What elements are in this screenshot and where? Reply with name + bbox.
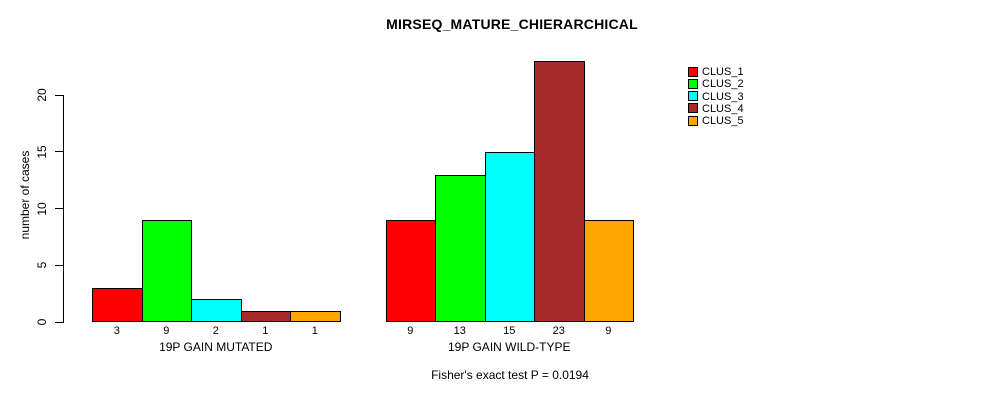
y-tick-label-0: 0 — [35, 318, 49, 326]
bar-value-label-CLUS_3-group1: 2 — [212, 325, 219, 337]
bar-value-label-CLUS_4-group2: 23 — [552, 325, 565, 337]
y-tick-mark-15 — [55, 151, 63, 153]
bar-CLUS_3-group1 — [191, 299, 242, 322]
bar-CLUS_1-group2 — [385, 220, 436, 322]
group-label-2: 19P GAIN WILD-TYPE — [448, 340, 571, 354]
legend-swatch-CLUS_1 — [688, 66, 698, 77]
bar-CLUS_5-group1 — [290, 311, 341, 322]
y-tick-label-20: 20 — [35, 88, 49, 102]
legend-label-CLUS_3: CLUS_3 — [702, 90, 744, 103]
y-axis-line — [63, 95, 64, 323]
bar-value-label-CLUS_3-group2: 15 — [503, 325, 516, 337]
bar-value-label-CLUS_1-group1: 3 — [113, 325, 120, 337]
y-axis-title: number of cases — [18, 150, 32, 240]
bar-value-label-CLUS_1-group2: 9 — [407, 325, 414, 337]
caption-text: Fisher's exact test P = 0.0194 — [431, 368, 589, 382]
y-tick-label-10: 10 — [35, 201, 49, 216]
bar-value-label-CLUS_5-group1: 1 — [311, 325, 318, 337]
y-tick-mark-5 — [55, 264, 63, 266]
bar-CLUS_3-group2 — [484, 152, 535, 322]
y-tick-mark-20 — [55, 94, 63, 96]
legend-swatch-CLUS_4 — [688, 103, 698, 114]
bar-CLUS_4-group1 — [240, 311, 291, 322]
bar-value-label-CLUS_2-group1: 9 — [163, 325, 170, 337]
legend-label-CLUS_1: CLUS_1 — [702, 66, 744, 78]
y-tick-mark-10 — [55, 208, 63, 210]
bar-CLUS_5-group2 — [583, 220, 634, 322]
legend-label-CLUS_5: CLUS_5 — [702, 115, 744, 128]
bar-value-label-CLUS_2-group2: 13 — [453, 325, 466, 337]
legend-label-CLUS_2: CLUS_2 — [702, 78, 744, 91]
legend-swatch-CLUS_5 — [688, 115, 698, 126]
chart-title: MIRSEQ_MATURE_CHIERARCHICAL — [386, 16, 638, 32]
y-tick-label-5: 5 — [35, 261, 49, 269]
y-tick-label-15: 15 — [35, 145, 49, 159]
bar-CLUS_2-group1 — [141, 220, 192, 322]
bar-value-label-CLUS_5-group2: 9 — [605, 325, 612, 337]
bar-value-label-CLUS_4-group1: 1 — [262, 325, 269, 337]
legend-label-CLUS_4: CLUS_4 — [702, 102, 744, 115]
bar-CLUS_4-group2 — [534, 61, 585, 322]
legend-swatch-CLUS_3 — [688, 91, 698, 102]
y-tick-mark-0 — [55, 321, 63, 323]
legend-swatch-CLUS_2 — [688, 78, 698, 89]
bar-CLUS_1-group1 — [92, 288, 143, 322]
group-label-1: 19P GAIN MUTATED — [159, 340, 273, 354]
bar-CLUS_2-group2 — [435, 175, 486, 322]
